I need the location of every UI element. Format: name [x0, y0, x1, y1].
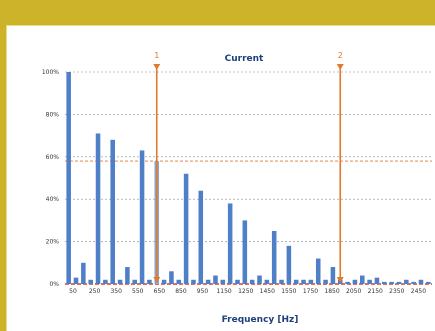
x-tick-label: 1750 — [303, 288, 318, 295]
cursor-label: 1 — [154, 51, 159, 60]
bar — [345, 281, 350, 284]
y-tick-label: 60% — [46, 154, 60, 161]
bar — [183, 173, 189, 284]
chart-title: Current — [225, 54, 264, 64]
cursor-label: 2 — [338, 51, 343, 60]
bar — [293, 279, 299, 284]
bar — [191, 279, 196, 284]
x-tick-label: 1450 — [260, 288, 275, 295]
x-tick-label: 2350 — [389, 288, 404, 295]
current-spectrum-chart: Current 0% 20% 40% 60% 80% 100% 50 250 350 550 65… — [42, 51, 432, 325]
bars — [66, 72, 431, 284]
bar — [88, 279, 93, 284]
bar — [418, 279, 424, 284]
bar — [396, 281, 402, 284]
bar — [359, 275, 365, 284]
bar — [66, 72, 71, 284]
bar — [323, 279, 328, 284]
bar — [139, 150, 145, 284]
y-tick-label: 20% — [46, 239, 60, 246]
bar — [257, 275, 262, 284]
bar — [286, 245, 292, 284]
y-tick-label: 0% — [49, 281, 59, 288]
y-tick-label: 100% — [42, 69, 59, 76]
x-tick-label: 1150 — [216, 288, 231, 295]
y-tick-label: 80% — [46, 111, 60, 118]
bar — [352, 279, 358, 284]
bar — [279, 279, 284, 284]
x-tick-label: 550 — [132, 288, 144, 295]
x-tick-label: 350 — [110, 288, 122, 295]
bar — [404, 279, 409, 284]
x-tick-label: 650 — [154, 288, 166, 295]
x-tick-label: 2050 — [346, 288, 361, 295]
x-tick-label: 50 — [69, 288, 77, 295]
bar — [73, 277, 79, 284]
bar — [125, 267, 130, 284]
bar — [411, 281, 416, 284]
bar — [264, 279, 270, 284]
grid-lines — [65, 71, 432, 285]
bar — [132, 279, 138, 284]
bar — [198, 190, 204, 284]
bar — [147, 279, 152, 284]
chart-frame: Current 0% 20% 40% 60% 80% 100% 50 250 350 550 65… — [7, 26, 435, 331]
bar — [205, 279, 211, 284]
bar — [235, 279, 240, 284]
y-tick-labels: 0% 20% 40% 60% 80% 100% — [42, 69, 59, 288]
x-tick-label: 2450 — [411, 288, 426, 295]
x-tick-label: 950 — [197, 288, 209, 295]
bar — [103, 279, 108, 284]
bar — [242, 220, 248, 284]
bar — [330, 267, 336, 284]
x-tick-label: 250 — [89, 288, 101, 295]
bar — [110, 139, 115, 284]
bar — [271, 231, 277, 284]
x-tick-label: 1550 — [281, 288, 296, 295]
bar — [315, 258, 321, 284]
bar — [176, 279, 182, 284]
bar — [161, 279, 167, 284]
x-axis-label: Frequency [Hz] — [222, 315, 299, 325]
bar — [81, 262, 86, 284]
x-tick-label: 1250 — [238, 288, 253, 295]
bar — [249, 279, 255, 284]
bar — [227, 203, 233, 284]
bar — [301, 279, 306, 284]
bar — [367, 279, 372, 284]
bar — [308, 279, 314, 284]
cursor-arrow-bottom — [153, 277, 161, 283]
bar — [389, 281, 394, 284]
x-tick-label: 850 — [175, 288, 187, 295]
bar — [374, 277, 380, 284]
bar — [117, 279, 123, 284]
bar — [169, 271, 174, 284]
bar — [426, 281, 431, 284]
bar — [220, 279, 226, 284]
y-tick-label: 40% — [46, 196, 60, 203]
x-tick-labels: 50 250 350 550 650 850 950 1150 1250 1450 1550 1750… — [69, 288, 426, 295]
cursor-arrow-bottom — [336, 277, 344, 283]
bar — [213, 275, 218, 284]
x-tick-label: 2150 — [368, 288, 383, 295]
bar — [95, 133, 101, 284]
x-tick-label: 1850 — [324, 288, 339, 295]
bar — [382, 281, 387, 284]
